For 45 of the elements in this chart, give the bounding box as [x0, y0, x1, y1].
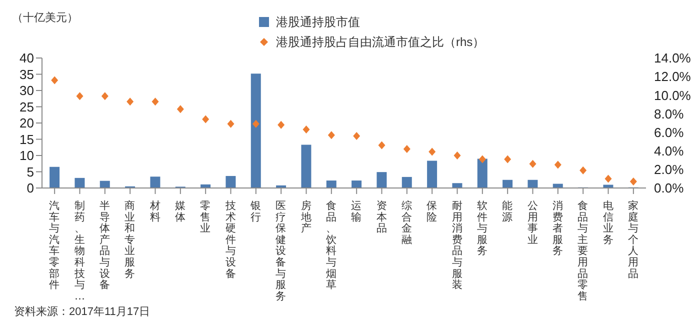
- y2-tick-label: 2.0%: [654, 162, 684, 178]
- x-tick-label: 资本品: [376, 200, 388, 235]
- category-label: 医疗保健设备与服务: [276, 200, 287, 302]
- y-tick-label: 10: [20, 148, 34, 164]
- y2-tick-label: 4.0%: [654, 143, 684, 158]
- legend-label: 港股通持股占自由流通市值之比（rhs）: [276, 34, 485, 50]
- category-label: 制药、生物科技与…: [74, 200, 86, 302]
- x-tick-label: 电信业务: [602, 199, 614, 246]
- x-tick-label: 银行: [249, 200, 262, 224]
- y-tick-label: 5: [26, 164, 34, 180]
- x-tick-label: 半导体产品与设备: [99, 199, 110, 292]
- x-tick-label: 汽车与汽车零部件: [49, 200, 60, 292]
- x-tick-label: 耐用消费品与服装: [452, 200, 463, 292]
- x-tick-label: 材料: [148, 199, 161, 224]
- x-tick-label: 保险: [426, 200, 438, 224]
- x-tick-label: 商业和专业服务: [124, 199, 136, 280]
- x-tick-label: 软件与服务: [476, 200, 488, 258]
- y2-tick-label: 10.0%: [654, 88, 692, 103]
- y-tick-label: 25: [20, 99, 34, 114]
- x-tick-label: 食品、饮料与烟草: [324, 200, 337, 292]
- y-tick-label: 0: [26, 180, 34, 196]
- x-tick-label: 家庭与个人用品: [628, 199, 639, 280]
- x-tick-label: 能源: [502, 199, 514, 224]
- x-tick-label: 消费者服务: [552, 199, 564, 258]
- x-tick-label: 公用事业: [527, 200, 538, 246]
- y-tick-label: 30: [20, 83, 34, 98]
- y-tick-label: 20: [20, 116, 34, 131]
- legend-label: 港股通持股市值: [276, 14, 360, 30]
- x-tick-label: 运输: [351, 199, 362, 224]
- text: 资料来源：2017年11月17日: [14, 305, 152, 319]
- x-tick-label: 媒体: [174, 200, 186, 224]
- y-tick-label: 15: [20, 132, 34, 147]
- y-axis-title: （十亿美元）: [12, 10, 78, 25]
- x-tick-label: 综合金融: [401, 199, 412, 246]
- y-tick-label: 35: [20, 66, 34, 82]
- y2-tick-label: 8.0%: [654, 106, 684, 122]
- y2-tick-label: 6.0%: [654, 124, 684, 140]
- y2-tick-label: 12.0%: [654, 69, 692, 84]
- y-tick-label: 40: [20, 50, 34, 66]
- y2-tick-label: 0.0%: [654, 180, 684, 196]
- y2-tick-label: 14.0%: [654, 50, 692, 66]
- category-label: 食品与主要用品零售: [578, 200, 589, 302]
- x-tick-label: 房地产: [300, 199, 312, 235]
- x-tick-label: 零售业: [200, 200, 212, 235]
- x-tick-label: 技术硬件与设备: [224, 200, 236, 280]
